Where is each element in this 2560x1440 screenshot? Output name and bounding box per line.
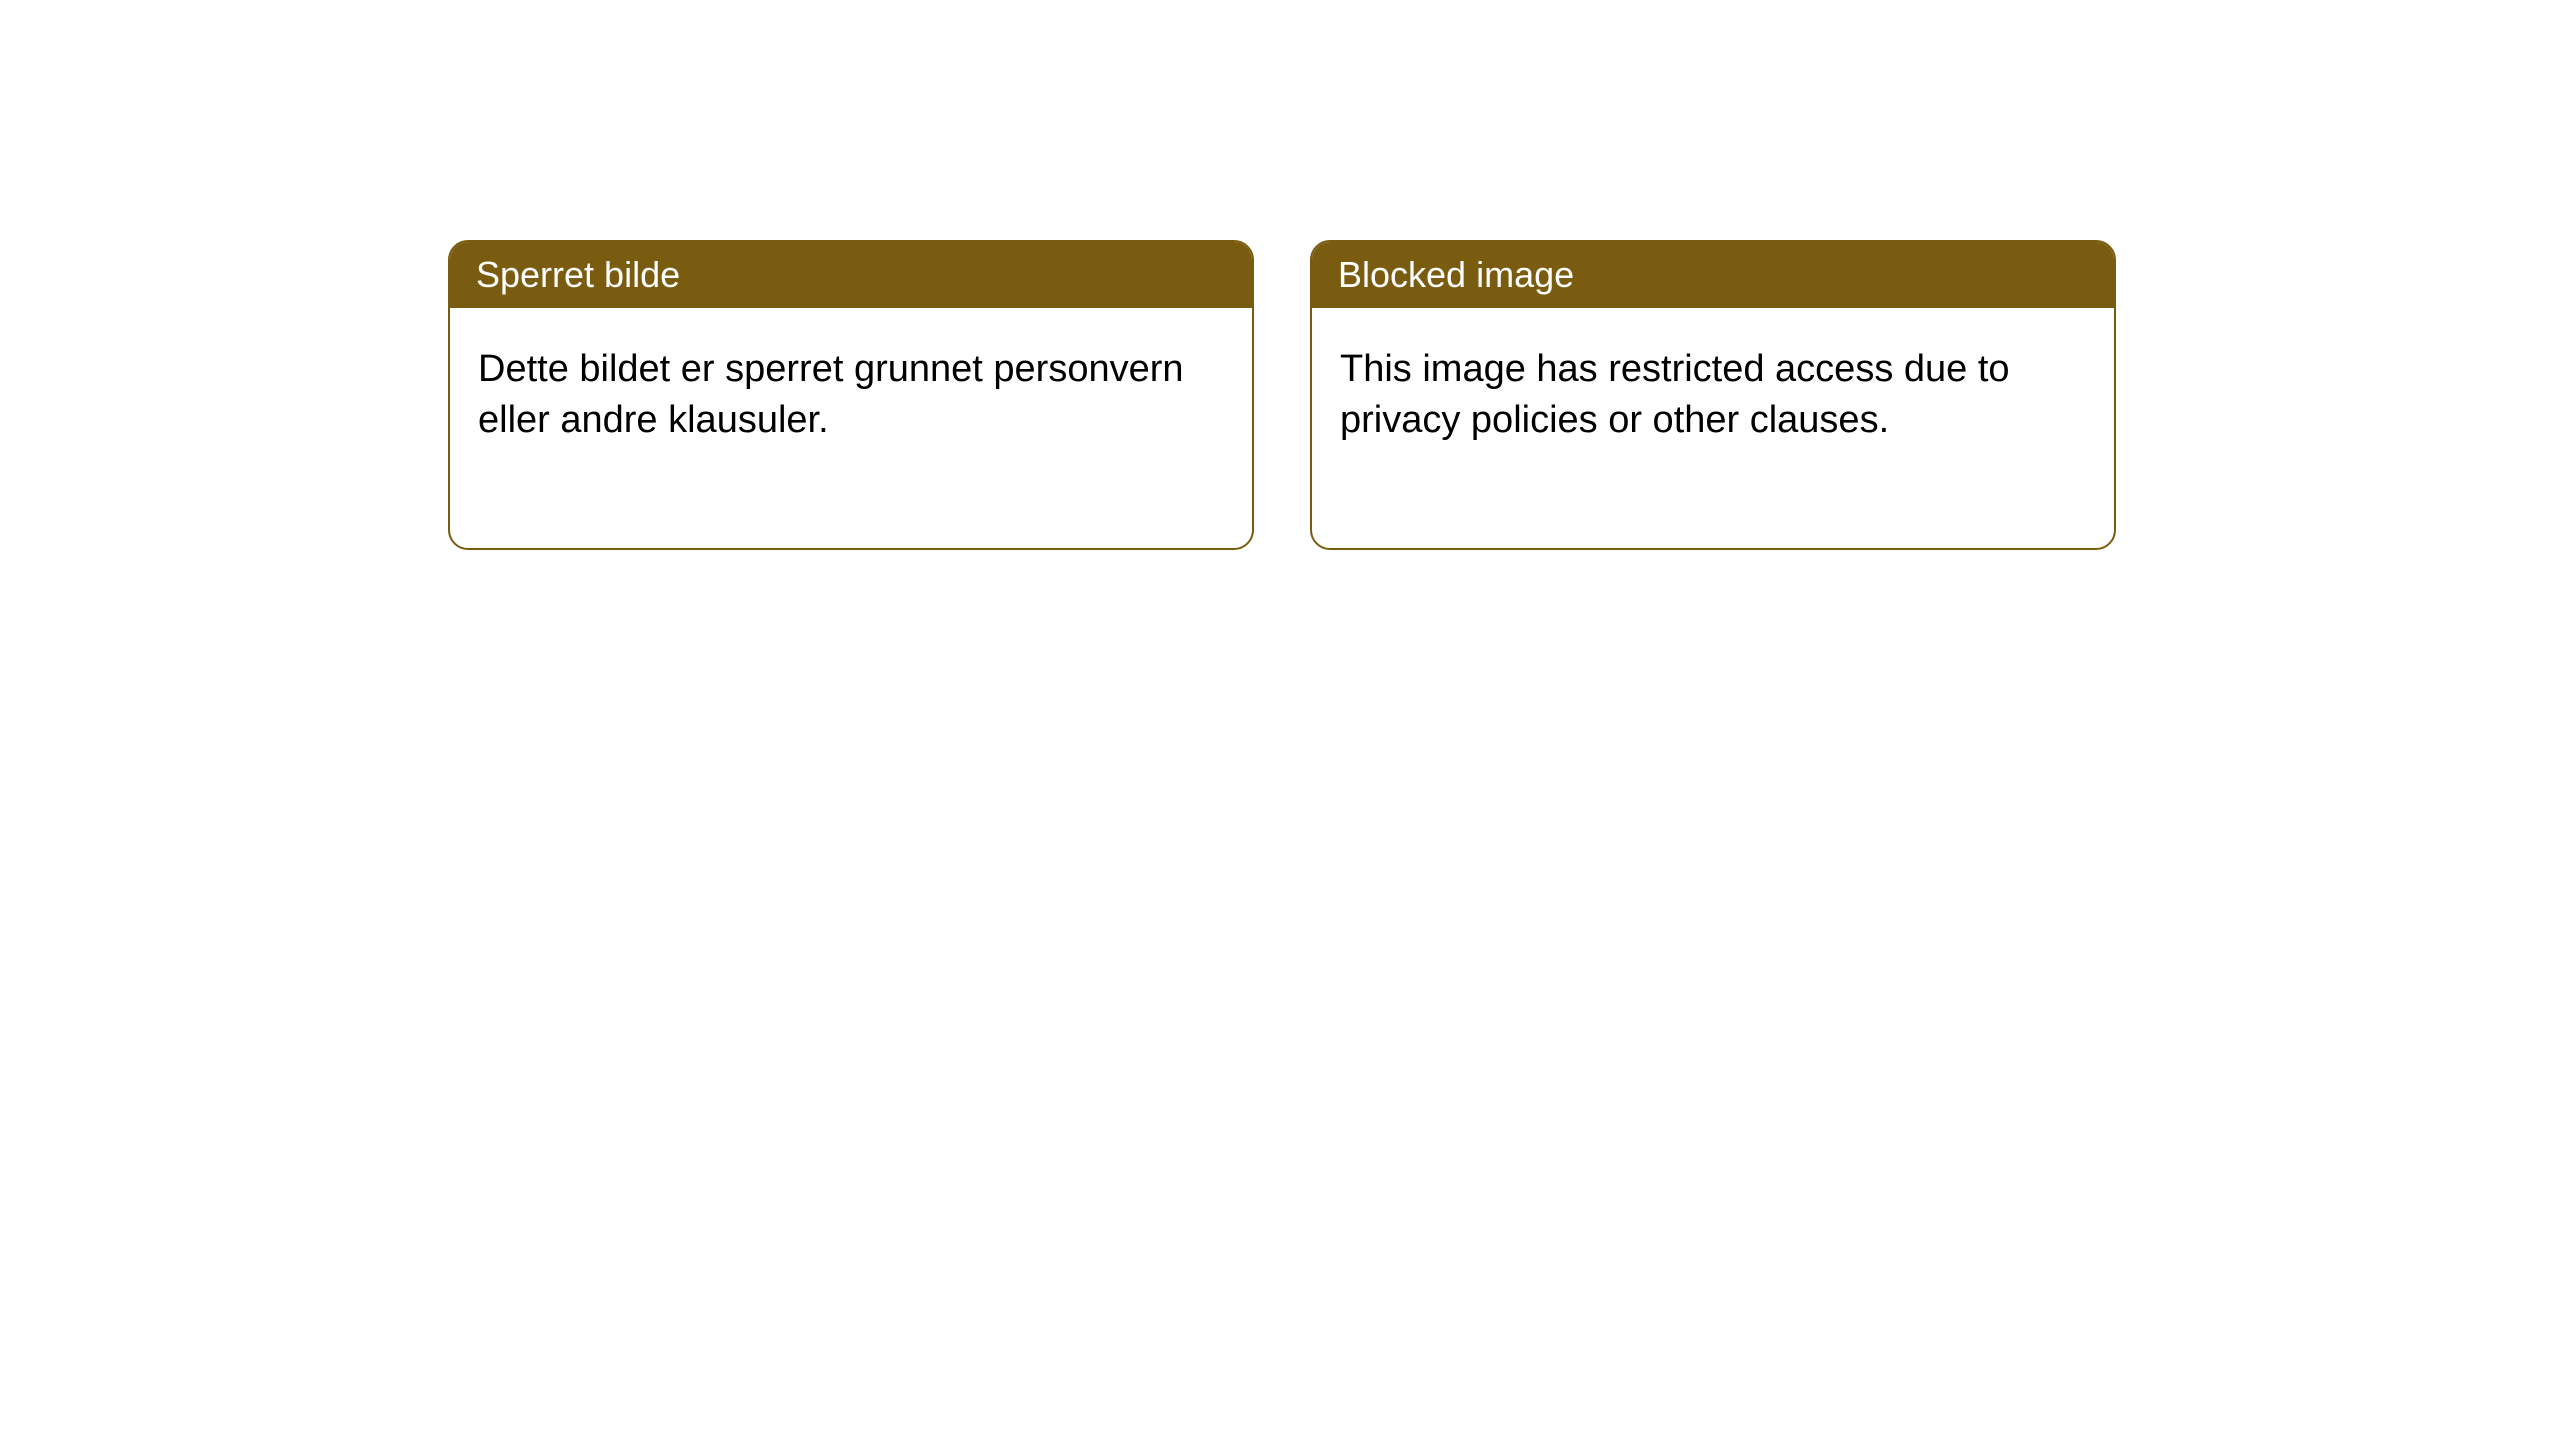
- notice-container: Sperret bilde Dette bildet er sperret gr…: [0, 0, 2560, 550]
- notice-title-en: Blocked image: [1312, 242, 2114, 308]
- notice-title-no: Sperret bilde: [450, 242, 1252, 308]
- notice-body-en: This image has restricted access due to …: [1312, 308, 2114, 548]
- notice-box-en: Blocked image This image has restricted …: [1310, 240, 2116, 550]
- notice-body-no: Dette bildet er sperret grunnet personve…: [450, 308, 1252, 548]
- notice-box-no: Sperret bilde Dette bildet er sperret gr…: [448, 240, 1254, 550]
